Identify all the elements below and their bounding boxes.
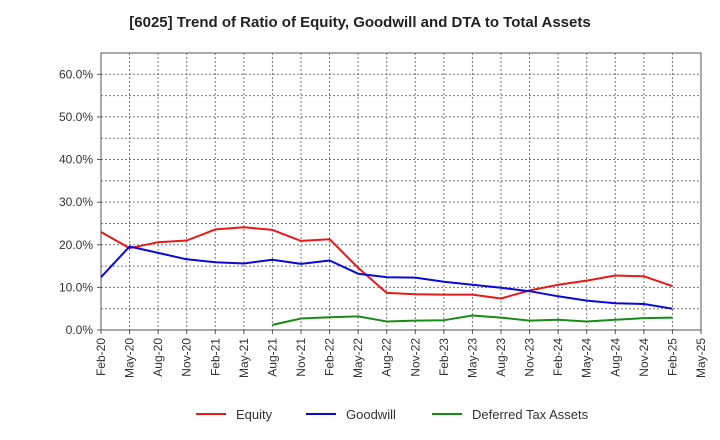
x-tick-label: Aug-23 — [494, 338, 508, 377]
x-tick-label: Nov-24 — [637, 338, 651, 377]
y-tick-label: 30.0% — [59, 195, 93, 209]
series-line-equity — [100, 226, 673, 300]
legend-label-deferred-tax-assets: Deferred Tax Assets — [472, 407, 589, 422]
grid — [100, 53, 702, 330]
y-tick-label: 10.0% — [59, 280, 93, 294]
x-tick-label: Aug-22 — [380, 338, 394, 377]
x-tick-label: Feb-23 — [437, 338, 451, 376]
x-tick-label: Feb-20 — [94, 338, 108, 376]
y-tick-label: 20.0% — [59, 238, 93, 252]
x-tick-label: Aug-20 — [151, 338, 165, 377]
series-line-goodwill — [100, 245, 673, 310]
x-tick-label: Aug-24 — [608, 338, 622, 377]
x-tick-label: May-24 — [580, 338, 594, 378]
y-tick-label: 60.0% — [59, 67, 93, 81]
chart-title: [6025] Trend of Ratio of Equity, Goodwil… — [129, 14, 591, 31]
x-tick-label: Nov-20 — [180, 338, 194, 377]
legend-label-goodwill: Goodwill — [346, 407, 396, 422]
x-tick-label: Aug-21 — [265, 338, 279, 377]
y-tick-label: 40.0% — [59, 153, 93, 167]
x-tick-label: Feb-21 — [208, 338, 222, 376]
series-group — [100, 226, 673, 326]
y-tick-label: 0.0% — [66, 323, 94, 337]
x-tick-label: Nov-23 — [523, 338, 537, 377]
series-line-deferred-tax-assets — [272, 314, 673, 326]
x-axis: Feb-20 May-20 Aug-20 Nov-20 Feb-21 May-21 Aug-… — [94, 330, 708, 378]
x-tick-label: May-21 — [237, 338, 251, 378]
x-tick-label: Feb-22 — [323, 338, 337, 376]
x-tick-label: May-20 — [123, 338, 137, 378]
y-axis: 0.0% 10.0% 20.0% 30.0% 40.0% 50.0% 60.0% — [59, 67, 101, 337]
x-tick-label: May-22 — [351, 338, 365, 378]
plot-frame — [100, 52, 702, 331]
legend: Equity Goodwill Deferred Tax Assets — [196, 407, 589, 422]
x-tick-label: Nov-21 — [294, 338, 308, 377]
y-tick-label: 50.0% — [59, 110, 93, 124]
x-tick-label: May-25 — [694, 338, 708, 378]
x-tick-label: Feb-24 — [551, 338, 565, 376]
x-tick-label: Feb-25 — [665, 338, 679, 376]
x-tick-label: Nov-22 — [408, 338, 422, 377]
legend-label-equity: Equity — [236, 407, 273, 422]
x-tick-label: May-23 — [465, 338, 479, 378]
